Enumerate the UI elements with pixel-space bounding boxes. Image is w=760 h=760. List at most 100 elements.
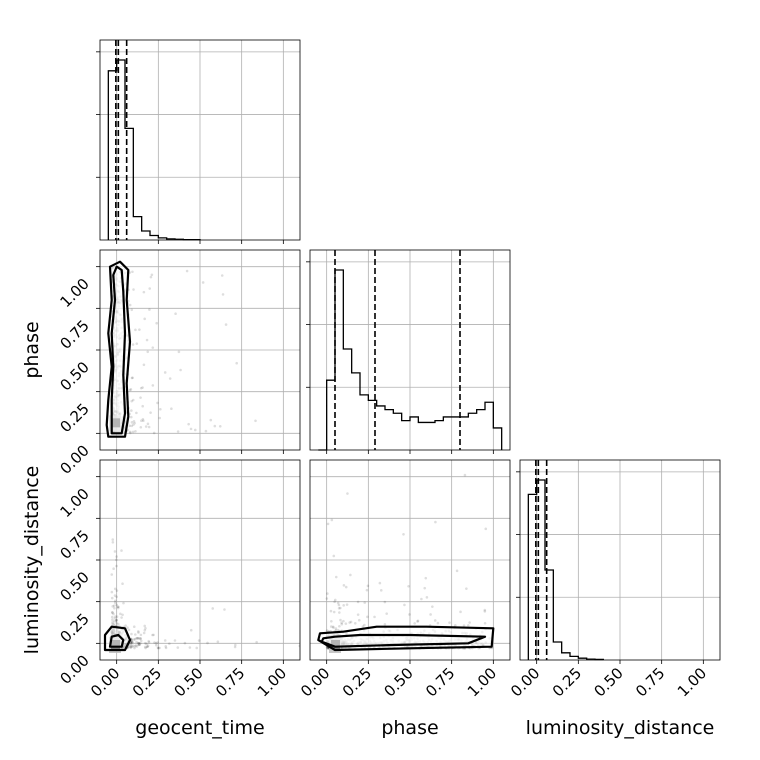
y-tick-label-luminosity-distance: 0.75 [56, 526, 92, 562]
scatter-point [122, 601, 125, 605]
scatter-point [224, 323, 228, 326]
scatter-point [337, 606, 341, 610]
scatter-point [211, 607, 215, 610]
scatter-point [145, 338, 149, 342]
scatter-point [158, 646, 161, 650]
scatter-point [154, 641, 158, 645]
scatter-point [148, 287, 152, 290]
scatter-point [173, 639, 177, 642]
scatter-point [448, 621, 451, 624]
scatter-point [332, 626, 335, 629]
scatter-point [483, 608, 487, 612]
scatter-point [147, 639, 151, 643]
scatter-point [112, 604, 116, 607]
scatter-point [197, 639, 201, 642]
scatter-point [115, 618, 118, 622]
scatter-point [139, 641, 142, 645]
scatter-point [332, 554, 336, 558]
y-tick-label-phase: 0.00 [56, 441, 92, 477]
x-tick-label-phase: 0.00 [297, 664, 333, 700]
scatter-point [143, 628, 147, 632]
scatter-point [134, 429, 137, 433]
scatter-point [142, 419, 145, 423]
scatter-point [121, 613, 124, 617]
scatter-point [112, 567, 115, 571]
scatter-point [366, 584, 370, 588]
histogram-step-phase [318, 269, 503, 451]
y-tick-label-phase: 0.75 [56, 316, 92, 352]
scatter-point [139, 639, 143, 643]
scatter-point [185, 269, 189, 273]
scatter-point [325, 629, 329, 632]
scatter-point [420, 597, 423, 601]
scatter-point [142, 363, 146, 367]
scatter-point [151, 346, 155, 349]
scatter-point [155, 321, 158, 325]
scatter-point [209, 418, 213, 422]
scatter-point [163, 639, 167, 642]
scatter-point [131, 376, 134, 380]
scatter-point [130, 399, 134, 403]
scatter-point [135, 645, 139, 648]
scatter-point [174, 312, 177, 316]
scatter-point [329, 625, 333, 628]
scatter-point [429, 613, 432, 616]
scatter-point [255, 640, 258, 644]
x-tick-label-phase: 0.50 [380, 664, 416, 700]
scatter-point [339, 606, 342, 610]
scatter-point [156, 401, 159, 405]
scatter-point [234, 643, 237, 647]
scatter-point [187, 422, 190, 426]
scatter-point [346, 492, 349, 495]
histogram-step-geocent-time [107, 59, 201, 241]
scatter-point [137, 643, 140, 647]
scatter-point [113, 617, 117, 620]
scatter-point [141, 417, 145, 421]
scatter-point [483, 621, 487, 625]
y-tick-label-luminosity-distance: 1.00 [56, 485, 92, 521]
scatter-point [383, 600, 387, 604]
scatter-point [113, 587, 117, 591]
scatter-point [141, 386, 144, 389]
y-tick-label-luminosity-distance: 0.50 [56, 568, 92, 604]
scatter-point [340, 621, 343, 624]
scatter-point [139, 633, 143, 637]
scatter-point [188, 646, 192, 649]
scatter-point [137, 637, 141, 640]
contour-level-2 [110, 265, 127, 435]
scatter-point [128, 645, 132, 649]
scatter-point [344, 585, 348, 589]
scatter-point [139, 637, 142, 641]
scatter-point [113, 606, 116, 610]
scatter-point [145, 642, 148, 646]
scatter-point [133, 646, 136, 650]
scatter-point [116, 605, 120, 609]
scatter-point [134, 644, 138, 647]
scatter-points [103, 538, 300, 653]
scatter-point [433, 619, 437, 622]
scatter-point [356, 613, 360, 616]
scatter-point [111, 618, 114, 621]
scatter-point [136, 636, 139, 640]
y-tick-label-luminosity-distance: 0.25 [56, 610, 92, 646]
scatter-point [434, 520, 437, 524]
scatter-point [143, 624, 147, 628]
scatter-point [133, 421, 136, 425]
scatter-point [156, 641, 159, 644]
scatter-point [357, 618, 361, 622]
scatter-point [130, 424, 134, 428]
histogram-panel-luminosity-distance [516, 459, 721, 664]
scatter-point [131, 430, 135, 434]
scatter-point [373, 615, 376, 619]
scatter-point [128, 303, 132, 307]
scatter-point [338, 611, 341, 614]
scatter-point [130, 638, 134, 642]
scatter-point [128, 388, 132, 392]
scatter-point [110, 596, 114, 600]
scatter-point [339, 618, 342, 622]
scatter-point [189, 427, 193, 431]
scatter-point [112, 612, 115, 616]
scatter-point [176, 430, 180, 433]
scatter-point [140, 419, 143, 422]
scatter-point [298, 644, 300, 648]
